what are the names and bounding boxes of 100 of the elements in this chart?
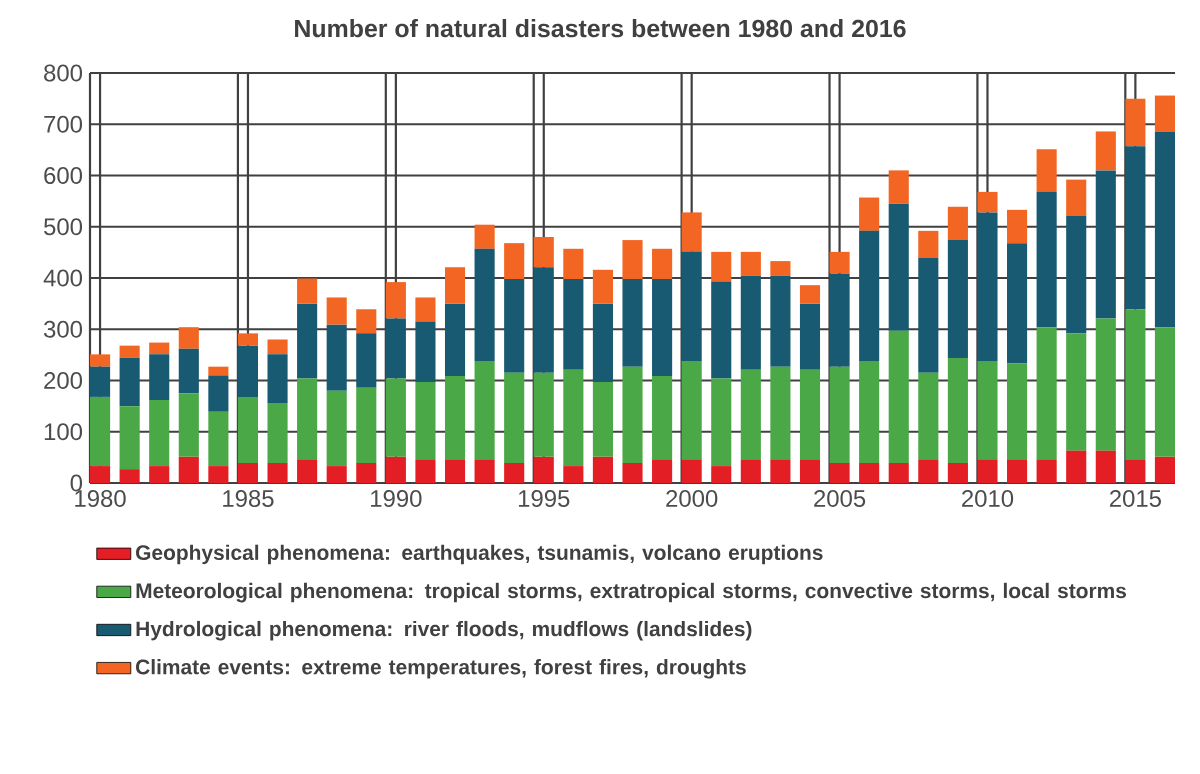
bar	[267, 403, 288, 464]
x-tick-label: 1990	[371, 490, 422, 507]
bar	[178, 456, 199, 483]
bar	[888, 203, 909, 331]
bar	[149, 466, 170, 483]
bar	[859, 463, 880, 483]
legend-label: Hydrological phenomena: river floods, mudflows (landslides)	[136, 620, 752, 641]
bar	[829, 463, 850, 483]
bar	[622, 366, 643, 464]
bar	[208, 366, 229, 376]
y-tick-label: 100	[44, 423, 83, 441]
bar	[385, 378, 406, 457]
bar	[474, 248, 495, 362]
bar	[1095, 131, 1116, 171]
bar	[119, 345, 140, 358]
bar	[90, 366, 111, 397]
bar	[356, 387, 377, 464]
bar	[326, 324, 347, 391]
bar	[681, 361, 702, 460]
bar	[799, 459, 821, 483]
bar	[1036, 191, 1057, 328]
bar	[1154, 131, 1176, 328]
bar	[1095, 318, 1116, 451]
bar	[533, 267, 554, 373]
bar	[740, 459, 761, 483]
x-tick-label: 1980	[75, 490, 126, 507]
bar	[918, 258, 939, 373]
bar	[297, 278, 318, 304]
bar	[829, 366, 850, 464]
bar	[1125, 309, 1146, 460]
bar	[711, 251, 732, 282]
bar	[563, 369, 584, 467]
x-tick-label: 2010	[962, 490, 1014, 507]
bar	[592, 303, 613, 383]
bar	[622, 279, 643, 367]
bar	[563, 279, 584, 370]
y-tick-label: 700	[44, 115, 83, 133]
bar	[1066, 450, 1087, 483]
bar	[947, 463, 968, 483]
bar	[119, 406, 140, 470]
bar	[356, 309, 377, 334]
y-tick-label: 500	[44, 218, 83, 236]
y-tick-label: 400	[43, 269, 83, 287]
legend-label: Geophysical phenomena: earthquakes, tsunamis, volcano eruptions	[136, 544, 823, 565]
bar	[533, 456, 554, 483]
bar	[829, 273, 850, 367]
bar	[237, 396, 259, 464]
bar	[1036, 149, 1057, 192]
bar	[918, 372, 939, 460]
chart-title: Number of natural disasters between 1980 and 2016	[295, 19, 906, 38]
bar	[297, 378, 318, 460]
bar	[563, 248, 584, 280]
bar	[415, 321, 436, 383]
bar	[1154, 327, 1176, 457]
bar	[977, 212, 998, 362]
bar	[119, 357, 140, 407]
bar	[1007, 459, 1028, 483]
bar	[770, 366, 791, 460]
bar	[859, 230, 880, 362]
bar	[504, 243, 525, 280]
bar	[444, 459, 466, 483]
bar	[622, 463, 643, 483]
bar	[740, 275, 761, 370]
bar	[711, 378, 732, 467]
bar	[1007, 209, 1028, 244]
bar	[237, 345, 259, 397]
x-tick-label: 1985	[223, 490, 274, 507]
bar	[385, 456, 406, 483]
bar	[681, 459, 702, 483]
bar	[444, 303, 466, 376]
bar	[90, 466, 111, 483]
bar	[1007, 363, 1028, 460]
bar	[799, 285, 821, 304]
bar	[237, 463, 259, 483]
bar	[1036, 327, 1057, 460]
bar	[681, 251, 702, 362]
legend-label: Meteorological phenomena: tropical storms, extratropical storms, convective storms, local storms	[136, 582, 1127, 603]
bar	[592, 382, 613, 457]
bar	[297, 459, 318, 483]
bar	[504, 372, 525, 464]
bar	[385, 318, 406, 379]
y-tick-label: 200	[44, 372, 83, 389]
bar	[947, 357, 968, 464]
bar	[444, 375, 466, 460]
bar	[90, 396, 111, 467]
bar	[297, 303, 318, 379]
bar	[977, 459, 998, 483]
bar	[385, 282, 406, 319]
bar	[592, 269, 613, 304]
bar	[1154, 456, 1176, 483]
bar	[90, 354, 111, 367]
bar	[1066, 179, 1087, 216]
bar	[474, 224, 495, 249]
bar	[1007, 243, 1028, 364]
bar	[504, 463, 525, 483]
bar	[947, 206, 968, 241]
bar	[888, 170, 909, 204]
bar	[770, 275, 791, 367]
y-tick-label: 0	[70, 474, 83, 492]
bar	[1125, 146, 1146, 310]
